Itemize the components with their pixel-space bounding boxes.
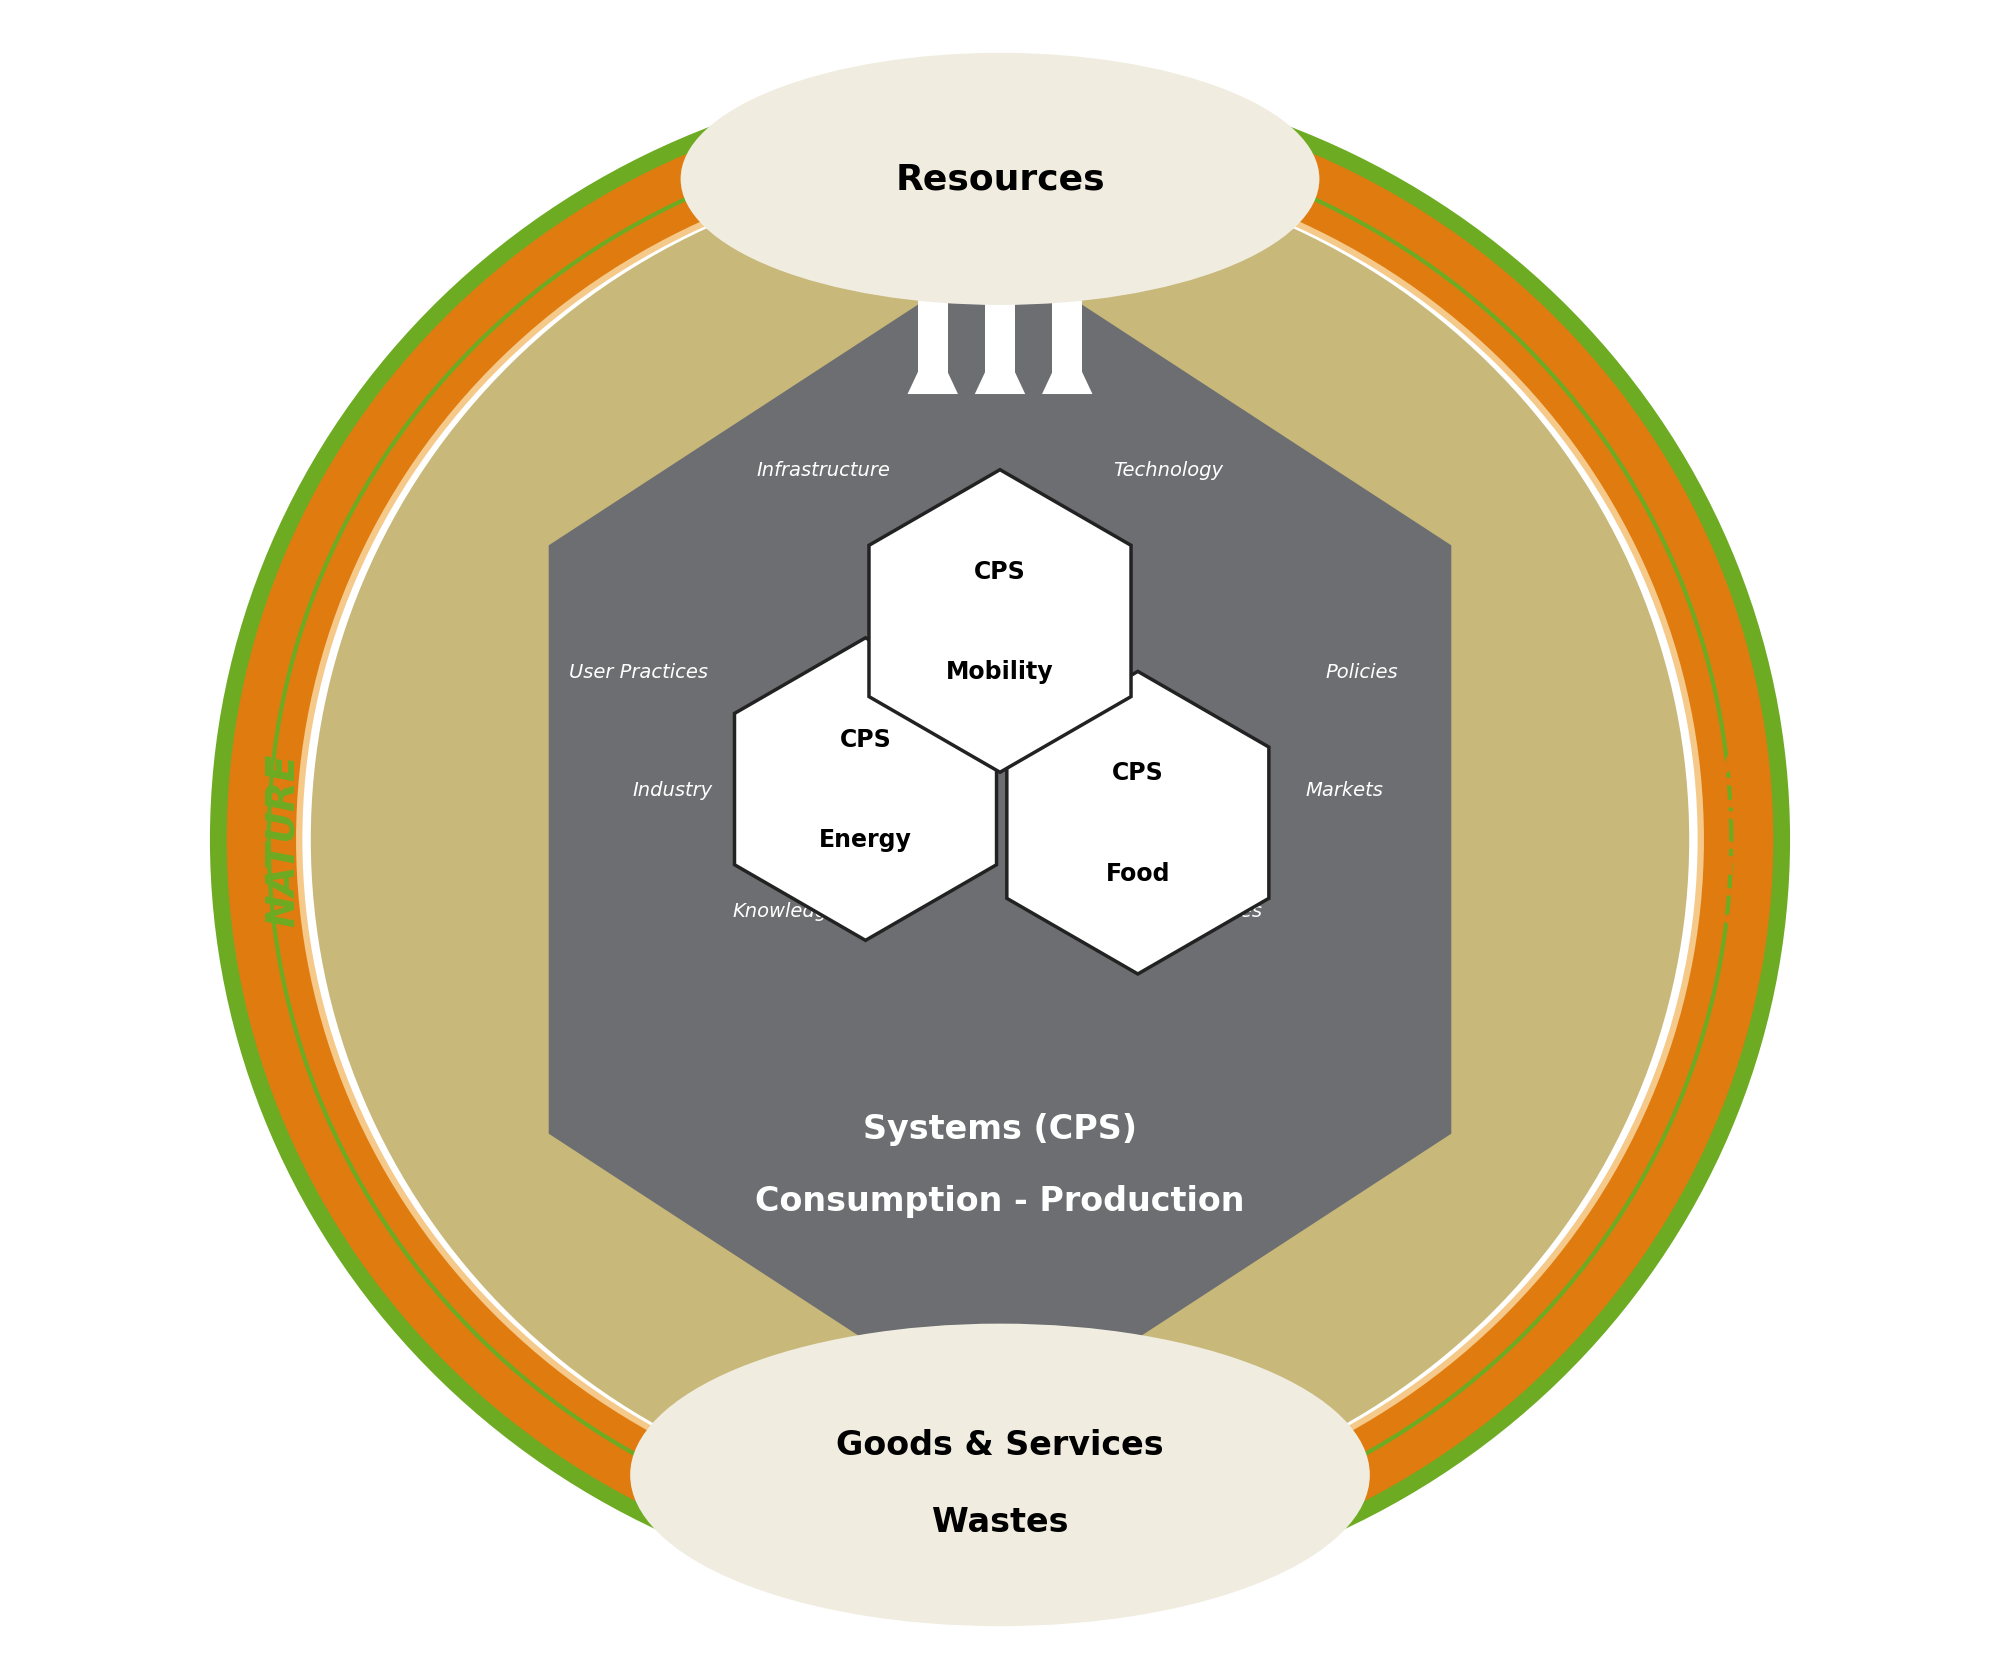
Polygon shape (918, 272, 948, 395)
Polygon shape (910, 1415, 964, 1473)
Ellipse shape (294, 156, 1706, 1524)
Text: Food: Food (1106, 862, 1170, 885)
Ellipse shape (680, 54, 1320, 306)
Polygon shape (984, 272, 1016, 395)
Ellipse shape (226, 91, 1774, 1589)
Text: Energy: Energy (820, 828, 912, 852)
Text: Policies: Policies (1326, 662, 1398, 682)
Text: Resources: Resources (896, 163, 1104, 197)
Polygon shape (1036, 1415, 1090, 1473)
Text: CPS: CPS (840, 727, 892, 751)
Text: Systems (CPS): Systems (CPS) (864, 1112, 1136, 1146)
Ellipse shape (302, 163, 1698, 1517)
Polygon shape (1046, 1336, 1080, 1473)
Polygon shape (1042, 341, 1092, 395)
Ellipse shape (630, 1324, 1370, 1626)
Ellipse shape (310, 165, 1690, 1515)
Polygon shape (548, 252, 1452, 1428)
Text: Wastes: Wastes (932, 1505, 1068, 1539)
Text: NATURE: NATURE (264, 753, 302, 927)
Polygon shape (868, 470, 1132, 773)
Text: Infrastructure: Infrastructure (756, 460, 890, 480)
Text: Values: Values (1198, 900, 1262, 921)
Text: Technology: Technology (1114, 460, 1224, 480)
Text: CPS: CPS (1112, 761, 1164, 785)
Text: Markets: Markets (1306, 780, 1384, 800)
Polygon shape (908, 341, 958, 395)
Text: Consumption - Production: Consumption - Production (756, 1184, 1244, 1218)
Ellipse shape (268, 131, 1732, 1549)
Text: Mobility: Mobility (946, 660, 1054, 684)
Polygon shape (1052, 272, 1082, 395)
Text: Knowledge: Knowledge (732, 900, 840, 921)
Ellipse shape (210, 74, 1790, 1606)
Polygon shape (734, 638, 996, 941)
Text: CPS: CPS (974, 559, 1026, 583)
Polygon shape (920, 1336, 954, 1473)
Text: User Practices: User Practices (570, 662, 708, 682)
Polygon shape (1006, 672, 1268, 974)
Polygon shape (974, 341, 1026, 395)
Text: SOCIETY: SOCIETY (1704, 748, 1742, 932)
Text: Goods & Services: Goods & Services (836, 1428, 1164, 1462)
Text: Industry: Industry (632, 780, 712, 800)
